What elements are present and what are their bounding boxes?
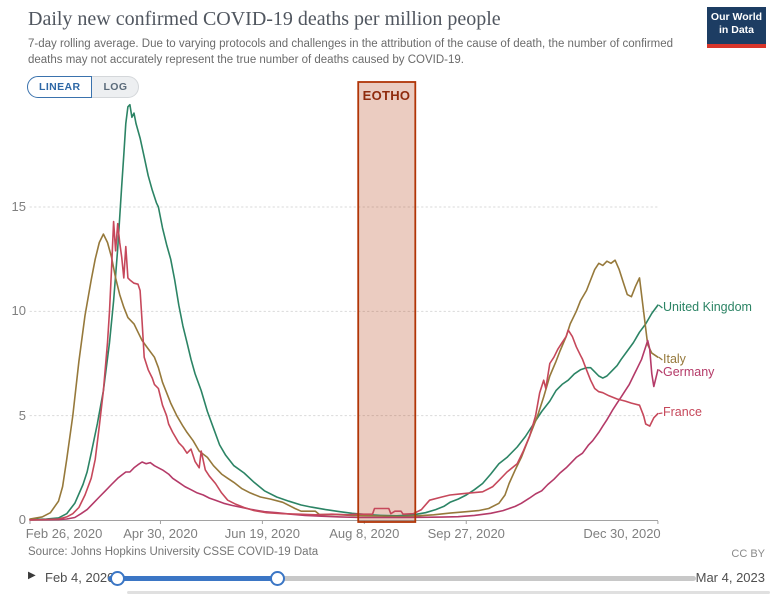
x-axis-label: Dec 30, 2020	[583, 526, 661, 541]
timeline-selected-range	[108, 576, 278, 581]
x-axis-label: Feb 26, 2020	[25, 526, 103, 541]
log-scale-button[interactable]: LOG	[92, 76, 140, 98]
series-line-italy[interactable]	[29, 233, 659, 520]
annotation-band-fill	[358, 82, 416, 522]
chart-title: Daily new confirmed COVID-19 deaths per …	[28, 8, 501, 30]
license-link[interactable]: CC BY	[731, 548, 765, 560]
timeline-handle-end[interactable]	[270, 571, 285, 586]
annotation-band-border	[357, 81, 417, 523]
series-leader-united-kingdom	[658, 304, 663, 309]
owid-logo-line1: Our World	[710, 11, 763, 23]
timeline-start-date: Feb 4, 2020	[45, 570, 115, 585]
series-label-italy[interactable]: Italy	[663, 352, 686, 366]
chart-subtitle: 7-day rolling average. Due to varying pr…	[28, 38, 674, 67]
series-leader-italy	[658, 356, 663, 361]
series-label-united-kingdom[interactable]: United Kingdom	[663, 300, 752, 314]
play-icon[interactable]: ▶	[28, 570, 36, 581]
source-note: Source: Johns Hopkins University CSSE CO…	[28, 546, 319, 558]
y-axis-label: 5	[18, 407, 26, 423]
series-leader-france	[658, 412, 663, 415]
owid-logo-line2: in Data	[718, 24, 754, 37]
y-axis-label: 0	[18, 512, 26, 527]
timeline-end-date: Mar 4, 2023	[695, 570, 765, 585]
series-line-france[interactable]	[29, 220, 659, 521]
series-label-germany[interactable]: Germany	[663, 365, 715, 379]
series-leader-germany	[658, 369, 663, 374]
x-axis-label: Jun 19, 2020	[224, 526, 300, 541]
y-axis-label: 15	[11, 198, 26, 214]
horizontal-scrollbar[interactable]	[127, 591, 770, 594]
y-axis-label: 10	[11, 303, 26, 319]
scale-toggle: LINEAR LOG	[27, 76, 140, 98]
series-line-germany[interactable]	[29, 339, 659, 521]
chart-area[interactable]: Feb 26, 2020 Apr 30, 2020 Jun 19, 2020 Aug …	[0, 0, 770, 560]
x-axis-label: Aug 8, 2020	[329, 526, 400, 541]
linear-scale-button[interactable]: LINEAR	[27, 76, 93, 98]
owid-logo[interactable]: Our World in Data	[707, 7, 766, 48]
x-axis-label: Sep 27, 2020	[427, 526, 505, 541]
x-axis-label: Apr 30, 2020	[123, 526, 198, 541]
series-line-united-kingdom[interactable]	[29, 103, 659, 521]
plot-svg[interactable]	[0, 0, 770, 560]
series-label-france[interactable]: France	[663, 405, 702, 419]
timeline-handle-start[interactable]	[110, 571, 125, 586]
timeline-track[interactable]	[108, 571, 696, 586]
annotation-label: EOTHO	[362, 88, 411, 103]
